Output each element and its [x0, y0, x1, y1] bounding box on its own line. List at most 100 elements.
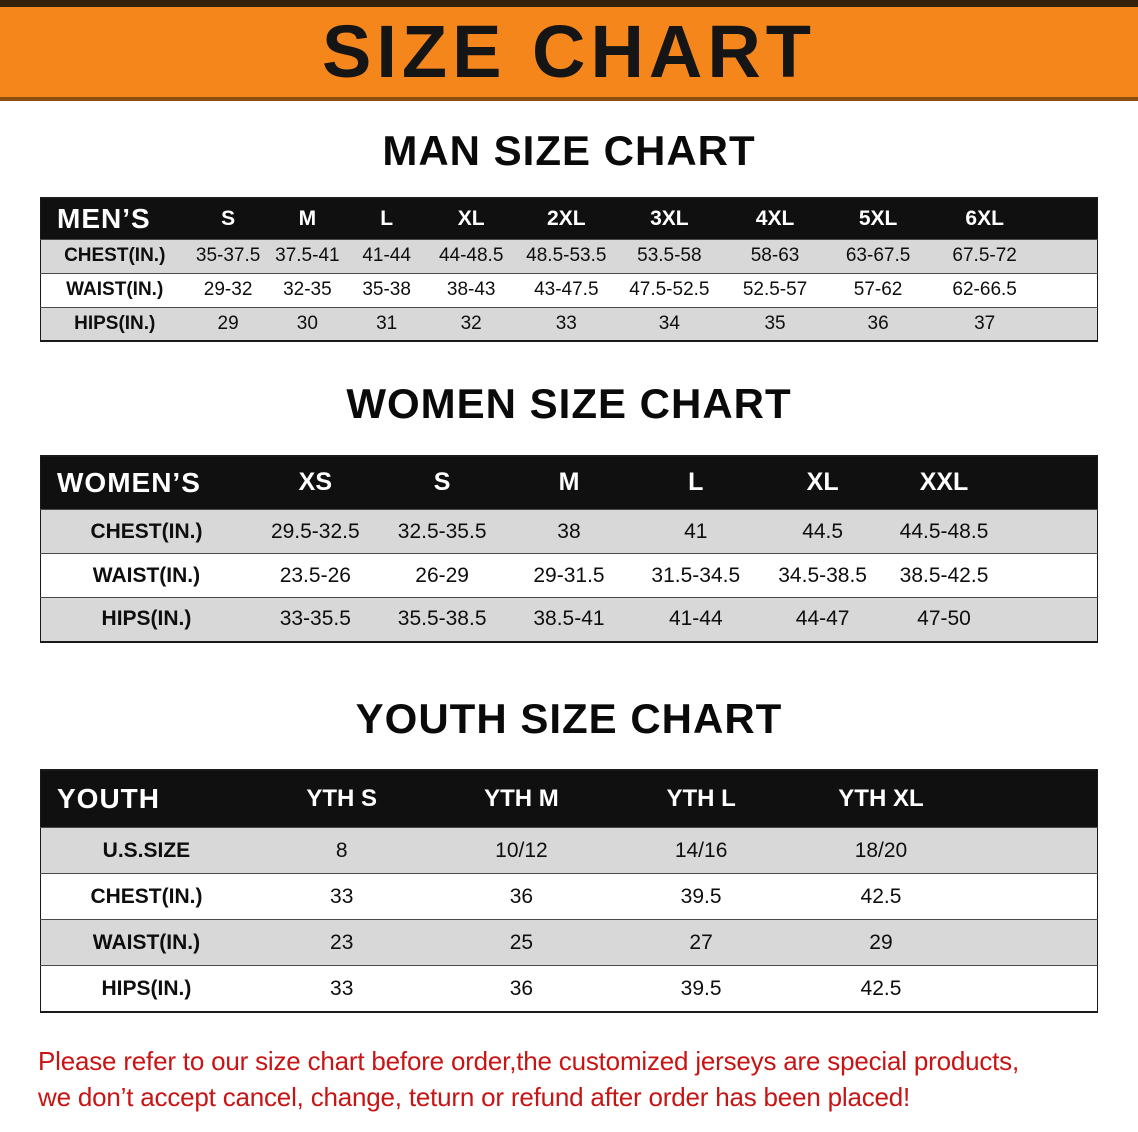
banner: SIZE CHART	[0, 0, 1138, 101]
measurement-row: CHEST(IN.) 29.5-32.5 32.5-35.5 38 41 44.5 44.5…	[40, 509, 1098, 554]
size-value: 43-47.5	[534, 279, 599, 301]
size-value: 36	[509, 976, 534, 1000]
size-column-header: YTH L	[611, 769, 791, 828]
size-value: 48.5-53.5	[526, 245, 607, 267]
size-column-header: 2XL	[516, 198, 617, 240]
measurement-row: HIPS(IN.) 29 30 31 32 33 34 35 36 37	[40, 307, 1098, 342]
row-label: U.S.SIZE	[102, 838, 191, 862]
size-column-header: XL	[426, 198, 517, 240]
size-value: 58-63	[750, 245, 800, 267]
size-value: 42.5	[860, 976, 902, 1000]
size-value: 23.5-26	[279, 563, 351, 587]
size-value: 62-66.5	[952, 279, 1017, 301]
size-column-header: XS	[251, 455, 379, 510]
size-value: 29	[869, 930, 893, 954]
size-column-header: 4XL	[722, 198, 828, 240]
size-value: 33-35.5	[279, 607, 351, 631]
men-size-table: MEN’S S M L XL 2XL 3XL 4XL 5XL 6XL CHEST(IN.) 35-37…	[40, 197, 1098, 343]
size-value: 27	[689, 930, 713, 954]
size-value: 36	[867, 313, 889, 335]
size-value: 36	[509, 884, 534, 908]
size-value: 38	[557, 519, 581, 543]
size-value: 25	[509, 930, 534, 954]
size-value: 32	[460, 313, 482, 335]
page-title: SIZE CHART	[322, 10, 816, 93]
women-section: WOMEN SIZE CHART WOMEN’S XS S M L XL XXL CHEST(…	[0, 380, 1138, 643]
size-column-header: 5XL	[827, 198, 929, 240]
size-value: 41	[684, 519, 708, 543]
size-value: 8	[335, 838, 348, 862]
size-column-header: S	[188, 198, 268, 240]
size-value: 38-43	[446, 279, 496, 301]
size-value: 14/16	[674, 838, 728, 862]
size-value: 35-38	[362, 279, 411, 301]
size-value: 35-37.5	[195, 245, 261, 267]
size-value: 44-48.5	[438, 245, 504, 267]
size-value: 10/12	[495, 838, 548, 862]
size-column-header: YTH S	[251, 769, 432, 828]
row-label: CHEST(IN.)	[90, 884, 203, 908]
youth-section-heading: YOUTH SIZE CHART	[355, 694, 783, 742]
size-value: 35.5-38.5	[397, 607, 487, 631]
table-corner-label: MEN’S	[40, 198, 189, 240]
size-column-header: XXL	[886, 455, 1098, 510]
row-label: HIPS(IN.)	[101, 607, 192, 631]
size-value: 67.5-72	[952, 245, 1017, 267]
size-value: 47-50	[917, 607, 971, 631]
size-column-header: XL	[759, 455, 887, 510]
measurement-row: WAIST(IN.) 23.5-26 26-29 29-31.5 31.5-34.5 34…	[40, 553, 1098, 598]
measurement-row: HIPS(IN.) 33-35.5 35.5-38.5 38.5-41 41-44 44-…	[40, 597, 1098, 642]
size-column-header: 3XL	[616, 198, 723, 240]
size-column-header: M	[267, 198, 347, 240]
measurement-row: U.S.SIZE 8 10/12 14/16 18/20	[40, 827, 1098, 874]
table-corner-label: WOMEN’S	[40, 455, 252, 510]
size-value: 44.5-48.5	[899, 519, 989, 543]
size-value: 44.5	[802, 519, 844, 543]
size-value: 29-31.5	[533, 563, 605, 587]
size-value: 34.5-38.5	[778, 563, 867, 587]
size-value: 44-47	[795, 607, 850, 631]
row-label: WAIST(IN.)	[66, 279, 164, 301]
size-value: 39.5	[680, 884, 722, 908]
row-label: CHEST(IN.)	[90, 519, 203, 543]
youth-section: YOUTH SIZE CHART YOUTH YTH S YTH M YTH L YTH…	[0, 695, 1138, 1013]
women-section-heading: WOMEN SIZE CHART	[346, 380, 792, 428]
size-value: 42.5	[860, 884, 902, 908]
size-column-header: YTH M	[431, 769, 612, 828]
size-column-header: YTH XL	[790, 769, 1098, 828]
size-value: 33	[330, 884, 354, 908]
size-value: 30	[296, 313, 318, 335]
size-value: 57-62	[853, 279, 903, 301]
note-line-2: we don’t accept cancel, change, teturn o…	[38, 1082, 911, 1113]
size-value: 47.5-52.5	[629, 279, 710, 301]
header-row: WOMEN’S XS S M L XL XXL	[40, 455, 1098, 510]
row-label: HIPS(IN.)	[74, 313, 156, 335]
size-value: 29-32	[203, 279, 253, 301]
men-section-heading: MAN SIZE CHART	[382, 127, 756, 174]
size-value: 32.5-35.5	[397, 519, 487, 543]
size-value: 63-67.5	[845, 245, 911, 267]
measurement-row: WAIST(IN.) 23 25 27 29	[40, 919, 1098, 966]
size-value: 41-44	[668, 607, 723, 631]
measurement-row: WAIST(IN.) 29-32 32-35 35-38 38-43 43-47.5 47.…	[40, 273, 1098, 308]
measurement-row: HIPS(IN.) 33 36 39.5 42.5	[40, 965, 1098, 1012]
size-value: 37.5-41	[275, 245, 340, 267]
size-column-header: S	[378, 455, 506, 510]
row-label: CHEST(IN.)	[64, 245, 166, 267]
size-value: 29.5-32.5	[270, 519, 360, 543]
size-value: 31	[376, 313, 398, 335]
measurement-row: CHEST(IN.) 33 36 39.5 42.5	[40, 873, 1098, 920]
row-label: HIPS(IN.)	[101, 976, 192, 1000]
size-value: 32-35	[283, 279, 332, 301]
size-value: 26-29	[415, 563, 469, 587]
women-size-table: WOMEN’S XS S M L XL XXL CHEST(IN.) 29.5-32.5 32.5…	[40, 454, 1098, 643]
note-line-1: Please refer to our size chart before or…	[38, 1045, 1020, 1076]
size-value: 39.5	[680, 976, 722, 1000]
row-label: WAIST(IN.)	[92, 930, 201, 954]
size-value: 38.5-42.5	[899, 563, 989, 587]
row-label: WAIST(IN.)	[92, 563, 201, 587]
size-column-header: L	[632, 455, 760, 510]
size-value: 53.5-58	[637, 245, 702, 267]
header-row: YOUTH YTH S YTH M YTH L YTH XL	[40, 769, 1098, 828]
